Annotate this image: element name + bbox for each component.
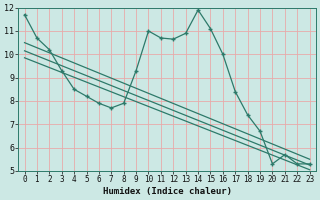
X-axis label: Humidex (Indice chaleur): Humidex (Indice chaleur)	[103, 187, 232, 196]
